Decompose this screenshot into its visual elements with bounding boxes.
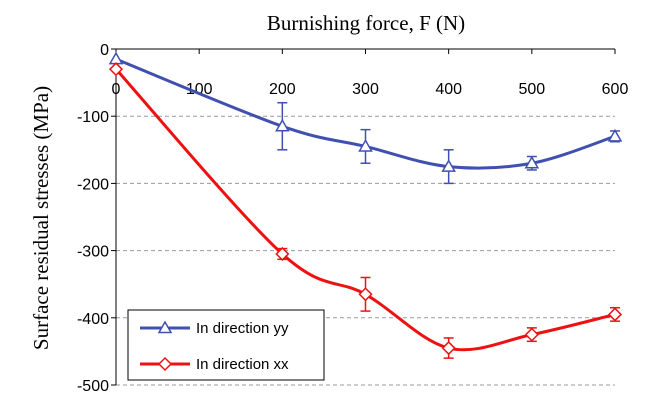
data-point (275, 118, 290, 132)
y-tick-label: -400 (77, 311, 109, 328)
legend-box (127, 309, 325, 381)
x-tick-label: 500 (518, 81, 545, 98)
x-axis-title: Burnishing force, F (N) (267, 11, 465, 35)
y-tick-label: -100 (77, 109, 109, 126)
data-point (108, 51, 124, 65)
x-tick-label: 100 (186, 81, 213, 98)
data-point (358, 138, 373, 152)
data-point (607, 128, 623, 142)
x-tick-label: 200 (269, 81, 296, 98)
legend-label: In direction yy (196, 320, 289, 337)
series (108, 51, 623, 359)
x-tick-label: 300 (352, 81, 379, 98)
series-1 (108, 62, 623, 359)
y-tick-label: -200 (77, 176, 109, 193)
y-tick-label: -300 (77, 244, 109, 261)
data-point (441, 340, 456, 356)
x-tick-label: 400 (435, 81, 462, 98)
data-point (441, 159, 456, 172)
x-tick-label: 0 (112, 81, 121, 98)
y-axis-title: Surface residual stresses (MPa) (29, 86, 53, 350)
data-point (524, 327, 539, 342)
legend-marker (157, 356, 173, 372)
series-0 (108, 51, 623, 185)
legend: In direction yy In direction xx (127, 309, 325, 381)
gridlines (116, 115, 615, 386)
data-point (275, 246, 290, 262)
data-point (524, 155, 540, 169)
legend-label: In direction xx (196, 356, 289, 373)
y-tick-label: -500 (77, 378, 109, 394)
data-point (607, 307, 623, 322)
data-point (358, 287, 373, 302)
x-tick-label: 600 (602, 81, 629, 98)
axes (111, 48, 616, 386)
data-point (108, 62, 124, 77)
legend-marker (157, 320, 173, 334)
y-tick-label: 0 (100, 42, 109, 59)
